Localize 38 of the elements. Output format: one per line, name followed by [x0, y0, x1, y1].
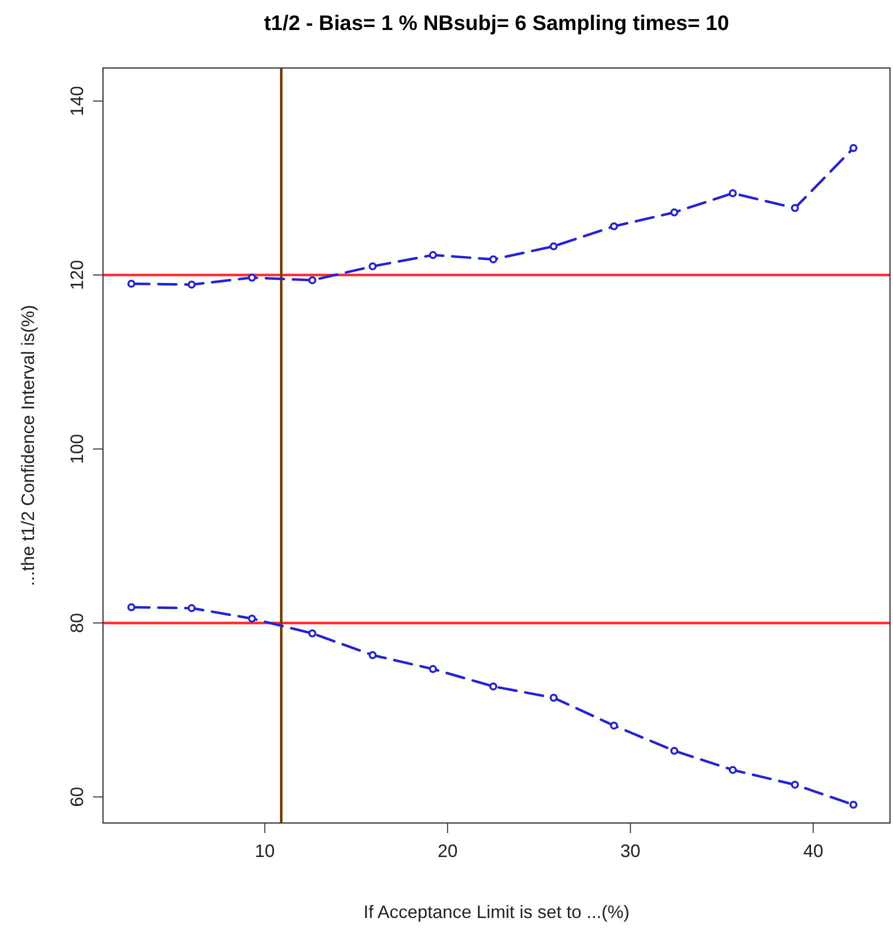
point — [428, 251, 437, 259]
y-tick-label: 80 — [67, 612, 87, 633]
x-tick-label: 40 — [803, 841, 824, 861]
point — [610, 222, 618, 230]
point — [728, 189, 737, 198]
point — [308, 276, 316, 284]
point — [849, 144, 858, 152]
point — [127, 603, 136, 612]
point — [188, 604, 196, 612]
point — [368, 651, 377, 660]
point — [849, 800, 858, 809]
point — [188, 280, 196, 289]
point — [790, 780, 799, 789]
point — [248, 274, 256, 282]
point — [127, 280, 136, 288]
point — [308, 629, 316, 638]
y-tick-label: 120 — [67, 260, 87, 290]
x-tick-label: 30 — [620, 841, 640, 861]
y-tick-label: 60 — [67, 786, 87, 807]
point — [728, 766, 737, 774]
point — [428, 665, 437, 674]
point — [550, 694, 558, 702]
point — [489, 682, 498, 690]
x-axis-title: If Acceptance Limit is set to ...(%) — [363, 902, 630, 922]
x-tick-label: 10 — [254, 841, 275, 861]
y-tick-label: 140 — [67, 86, 87, 116]
point — [670, 746, 678, 755]
point — [248, 614, 256, 623]
chart-title: t1/2 - Bias= 1 % NBsubj= 6 Sampling times= 10 — [264, 12, 730, 35]
y-tick-label: 100 — [67, 434, 87, 464]
point — [368, 262, 377, 270]
y-axis-title: ...the t1/2 Confidence Interval is(%) — [18, 304, 38, 586]
point — [610, 722, 618, 730]
point — [790, 204, 799, 212]
point — [489, 255, 498, 264]
point — [550, 242, 558, 250]
x-tick-label: 20 — [438, 841, 458, 861]
point — [670, 208, 678, 216]
